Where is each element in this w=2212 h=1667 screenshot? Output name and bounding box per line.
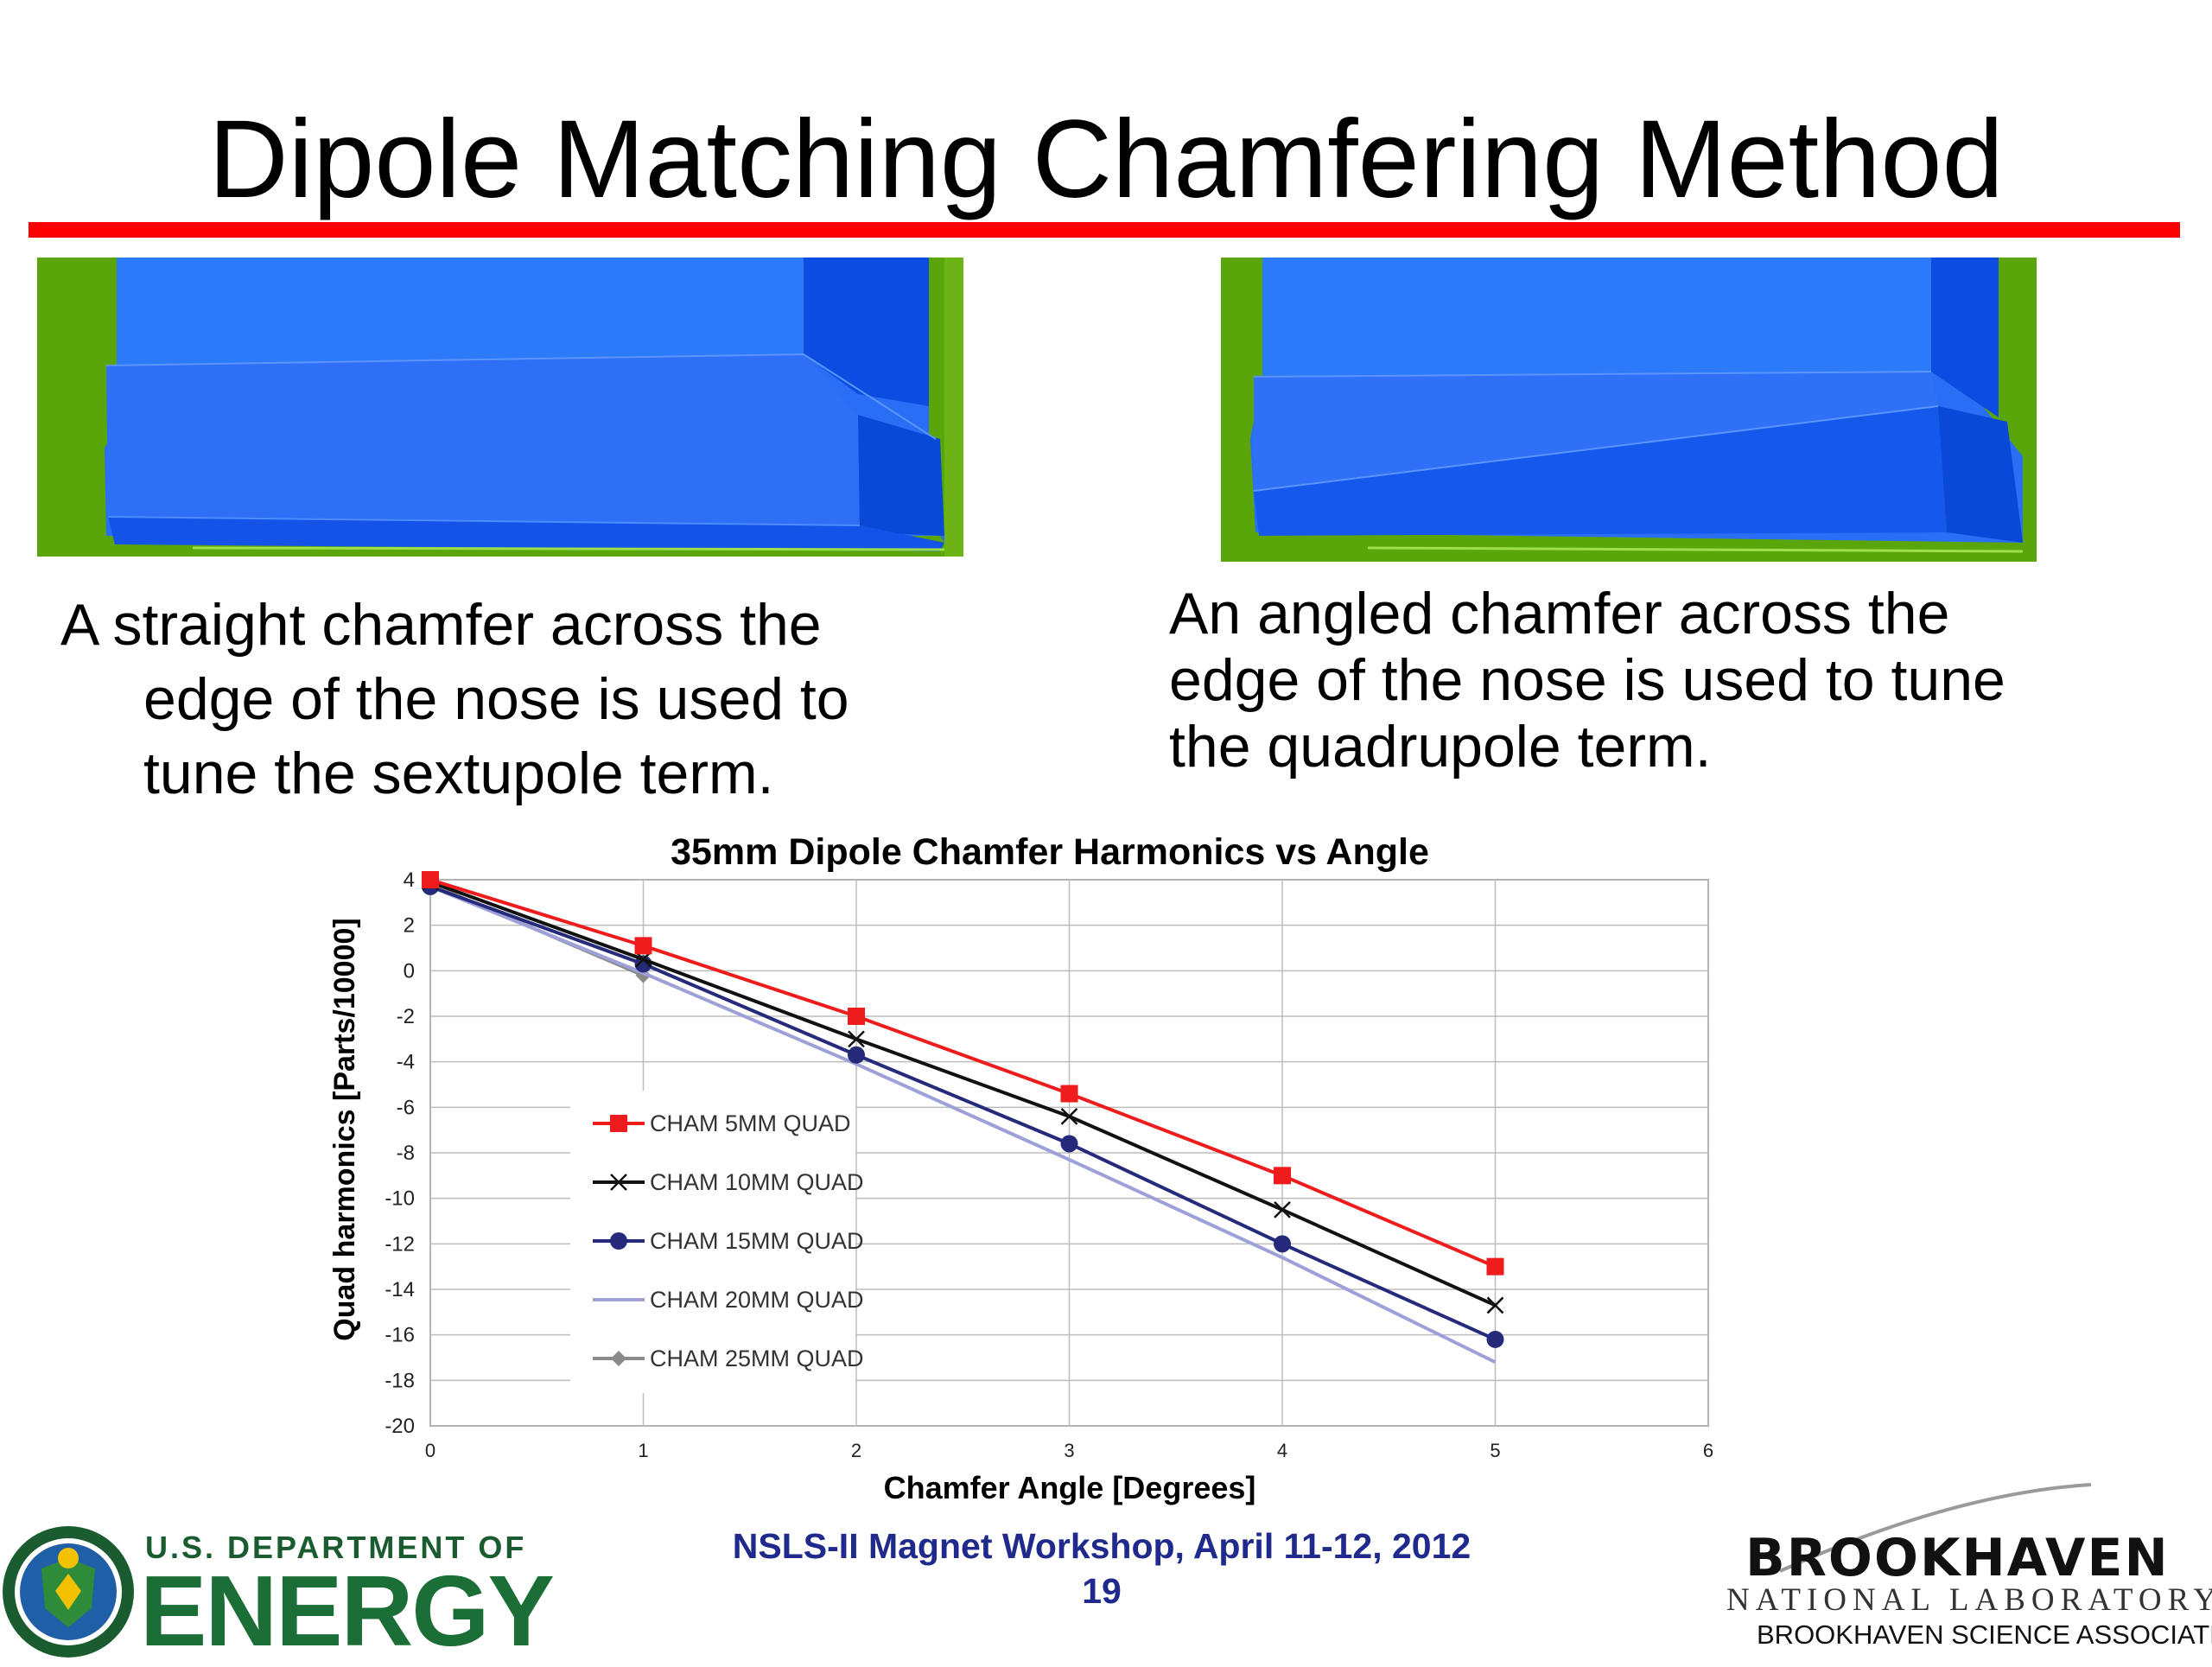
chart-tick-labels: 4 2 0 -2 -4 -6 -8 -10 -12 -14 -16 -18 -20 0 1 2 3 4 5 6	[385, 868, 1713, 1461]
legend-label: CHAM 15MM QUAD	[650, 1228, 864, 1254]
y-tick-label: -12	[385, 1232, 415, 1256]
data-point-square	[1274, 1167, 1291, 1185]
caption-right-line-1: An angled chamfer across the	[1169, 581, 1950, 646]
chart-title: 35mm Dipole Chamfer Harmonics vs Angle	[671, 831, 1429, 873]
x-tick-label: 6	[1703, 1440, 1713, 1461]
data-point-circle	[610, 1232, 627, 1250]
data-point-x	[610, 1174, 627, 1191]
legend-entry: CHAM 10MM QUAD	[593, 1169, 864, 1195]
slide-title: Dipole Matching Chamfering Method	[208, 98, 2004, 221]
bnl-logo-subtitle: NATIONAL LABORATORY	[1726, 1582, 2212, 1618]
y-tick-label: -16	[385, 1324, 415, 1347]
doe-logo-line-1: U.S. DEPARTMENT OF	[145, 1530, 527, 1565]
straight-chamfer-render	[37, 258, 963, 557]
legend-entry: CHAM 15MM QUAD	[593, 1228, 864, 1254]
doe-seal-icon	[3, 1526, 134, 1657]
y-tick-label: -8	[397, 1142, 415, 1165]
y-tick-label: -20	[385, 1415, 415, 1438]
legend-entry: CHAM 25MM QUAD	[593, 1346, 864, 1371]
data-point-square	[610, 1115, 627, 1132]
y-tick-label: -10	[385, 1187, 415, 1211]
doe-logo-line-2: ENERGY	[140, 1555, 555, 1667]
series-line	[429, 885, 1497, 1341]
data-point-circle	[848, 1046, 865, 1064]
caption-right-line-3: the quadrupole term.	[1169, 714, 1712, 779]
y-tick-label: 0	[404, 959, 415, 983]
legend-label: CHAM 5MM QUAD	[650, 1110, 851, 1136]
data-point-square	[422, 871, 439, 888]
data-point-square	[634, 937, 652, 955]
y-tick-label: -4	[397, 1051, 415, 1074]
y-tick-label: 2	[404, 914, 415, 938]
x-tick-label: 0	[425, 1440, 435, 1461]
caption-right-line-2: edge of the nose is used to tune	[1169, 647, 2005, 713]
x-tick-label: 4	[1277, 1440, 1287, 1461]
data-point-circle	[1060, 1135, 1078, 1153]
harmonics-chart: 35mm Dipole Chamfer Harmonics vs Angle C…	[311, 831, 1745, 1514]
y-tick-label: -2	[397, 1005, 415, 1028]
x-tick-label: 2	[851, 1440, 861, 1461]
page-number: 19	[1082, 1571, 1122, 1611]
series-line	[429, 880, 1497, 1308]
chart-legend: CHAM 5MM QUAD CHAM 10MM QUAD CHAM 15MM QUA…	[570, 1091, 864, 1393]
caption-left-line-1: A straight chamfer across the	[60, 592, 822, 658]
data-point-x	[848, 1030, 865, 1048]
y-tick-label: -14	[385, 1278, 415, 1301]
straight-chamfer-caption: A straight chamfer across the edge of th…	[60, 588, 933, 811]
data-point-x	[1060, 1107, 1078, 1125]
angled-chamfer-render	[1221, 258, 2037, 562]
series-line	[429, 885, 1497, 1365]
bnl-swoosh-icon	[1779, 1483, 2092, 1573]
legend-entry: CHAM 5MM QUAD	[593, 1110, 851, 1136]
chart-series	[422, 871, 1504, 1365]
chart-canvas: 35mm Dipole Chamfer Harmonics vs Angle C…	[328, 831, 1713, 1505]
y-axis-label: Quad harmonics [Parts/10000]	[328, 918, 361, 1340]
data-point-square	[1486, 1257, 1504, 1276]
data-point-square	[848, 1008, 865, 1025]
legend-label: CHAM 25MM QUAD	[650, 1346, 864, 1371]
data-point-square	[1060, 1085, 1078, 1103]
y-tick-label: 4	[404, 868, 415, 892]
bnl-associates: BROOKHAVEN SCIENCE ASSOCIATES	[1757, 1619, 2212, 1650]
title-divider	[29, 222, 2180, 238]
caption-left-line-3: tune the sextupole term.	[143, 741, 774, 806]
data-point-x	[1274, 1200, 1291, 1218]
y-tick-label: -6	[397, 1096, 415, 1119]
data-point-x	[1486, 1296, 1504, 1314]
y-tick-label: -18	[385, 1369, 415, 1392]
data-point-diamond	[611, 1351, 626, 1366]
legend-label: CHAM 10MM QUAD	[650, 1169, 864, 1195]
legend-label: CHAM 20MM QUAD	[650, 1287, 864, 1313]
x-tick-label: 1	[638, 1440, 648, 1461]
x-axis-label: Chamfer Angle [Degrees]	[884, 1470, 1256, 1505]
data-point-circle	[1486, 1330, 1504, 1348]
data-point-circle	[1274, 1235, 1291, 1253]
x-tick-label: 5	[1490, 1440, 1500, 1461]
angled-chamfer-caption: An angled chamfer across the edge of the…	[1169, 581, 2059, 780]
legend-entry: CHAM 20MM QUAD	[593, 1287, 864, 1313]
series-line	[429, 878, 1497, 1269]
series-cham-20mm-quad	[429, 885, 1497, 1365]
bnl-logo-name: BROOKHAVEN	[1745, 1528, 2170, 1588]
data-point-diamond	[635, 967, 652, 983]
caption-left-line-2: edge of the nose is used to	[143, 666, 849, 732]
footer-event-text: NSLS-II Magnet Workshop, April 11-12, 20…	[732, 1526, 1471, 1566]
x-tick-label: 3	[1064, 1440, 1074, 1461]
series-cham-5mm-quad	[422, 871, 1504, 1276]
